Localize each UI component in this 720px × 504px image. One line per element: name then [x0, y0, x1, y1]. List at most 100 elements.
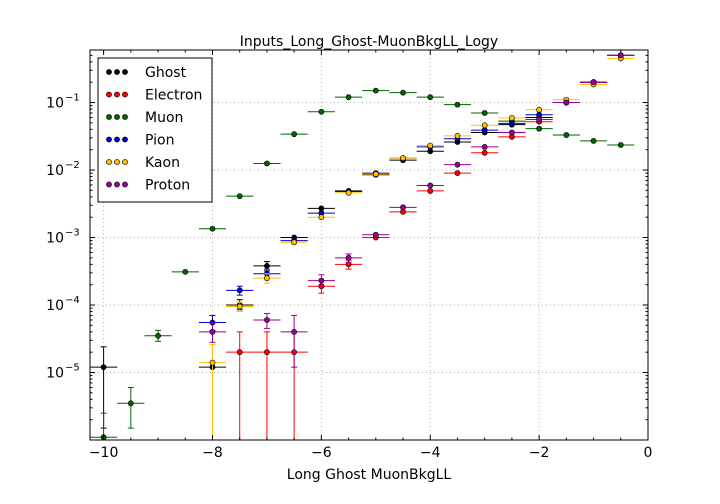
data-point	[264, 160, 270, 167]
data-point	[617, 142, 624, 148]
axis-ticks: −10 −8 −6 −4 −2 010−510−410−310−210−1	[46, 50, 652, 461]
legend-entry-electron: Electron	[106, 88, 202, 104]
series-kaon	[198, 55, 635, 440]
data-point	[427, 182, 434, 189]
y-tick-exponent: −5	[65, 363, 80, 374]
data-point	[345, 189, 352, 196]
data-point	[427, 142, 434, 149]
legend-marker	[122, 181, 128, 188]
y-tick-exponent: −2	[65, 160, 80, 171]
chart-title: Inputs_Long_Ghost-MuonBkgLL_Logy	[240, 34, 498, 50]
y-tick-label: 10	[46, 366, 64, 382]
legend-entry-kaon: Kaon	[106, 155, 180, 171]
x-tick-label: −4	[420, 445, 441, 461]
x-tick-label: −10	[89, 445, 119, 461]
legend: Ghost Electron Muon Pion Kaon Proton	[97, 57, 213, 203]
legend-marker	[122, 114, 128, 120]
data-point	[481, 144, 488, 150]
data-point	[155, 332, 161, 339]
data-point	[100, 364, 107, 371]
data-point	[400, 89, 406, 96]
legend-label: Electron	[145, 88, 202, 104]
data-point	[563, 132, 570, 138]
legend-marker	[122, 159, 128, 165]
data-point	[454, 101, 461, 108]
y-tick-label: 10	[46, 231, 64, 247]
legend-marker	[106, 181, 112, 188]
data-point	[372, 231, 379, 238]
data-point	[563, 99, 570, 106]
data-point	[427, 94, 434, 101]
data-point	[454, 133, 461, 139]
legend-box	[97, 57, 213, 203]
data-point	[318, 277, 325, 284]
data-point	[209, 328, 216, 335]
data-point	[291, 239, 298, 246]
data-point	[372, 87, 379, 94]
data-point	[590, 138, 597, 144]
data-point	[318, 214, 325, 221]
legend-marker	[114, 91, 120, 98]
data-point	[536, 106, 543, 113]
data-point	[536, 111, 543, 118]
data-point	[400, 204, 406, 211]
y-tick-exponent: −3	[65, 228, 80, 239]
data-point	[209, 225, 216, 232]
legend-marker	[114, 181, 120, 188]
legend-marker	[114, 136, 120, 143]
data-point	[372, 171, 379, 177]
data-point	[264, 349, 270, 356]
x-tick-label: 0	[644, 445, 653, 461]
series-muon	[90, 87, 635, 441]
data-point	[481, 149, 488, 156]
data-point	[617, 52, 624, 59]
legend-marker	[114, 159, 120, 165]
legend-label: Proton	[145, 178, 190, 194]
legend-marker	[122, 69, 128, 75]
y-tick-label: 10	[46, 96, 64, 112]
data-point	[236, 349, 243, 356]
legend-marker	[106, 91, 112, 98]
data-point	[291, 328, 298, 335]
legend-label: Ghost	[145, 65, 187, 81]
data-point	[509, 120, 515, 127]
data-point	[236, 303, 243, 310]
data-point	[481, 110, 488, 116]
data-point	[454, 170, 461, 177]
data-point	[481, 127, 488, 134]
y-tick-label: 10	[46, 163, 64, 179]
legend-entry-ghost: Ghost	[106, 65, 187, 81]
data-point	[209, 359, 216, 366]
axes-frame	[89, 49, 649, 441]
series-proton	[198, 52, 635, 368]
data-point	[127, 400, 134, 407]
legend-marker	[114, 114, 120, 120]
y-tick-exponent: −4	[65, 295, 80, 306]
data-point	[427, 188, 434, 194]
data-point	[400, 155, 406, 162]
data-point	[536, 116, 543, 123]
data-point	[236, 193, 243, 200]
data-point	[454, 161, 461, 168]
data-point	[318, 108, 325, 115]
x-tick-label: −6	[311, 445, 332, 461]
legend-marker	[106, 136, 112, 143]
data-point	[345, 94, 352, 101]
data-point	[536, 125, 543, 132]
legend-marker	[114, 69, 120, 75]
legend-marker	[122, 91, 128, 98]
legend-label: Kaon	[145, 155, 180, 171]
data-point	[291, 131, 298, 138]
x-tick-label: −8	[202, 445, 223, 461]
legend-marker	[106, 69, 112, 75]
y-tick-exponent: −1	[65, 93, 80, 104]
data-point	[264, 317, 270, 323]
legend-entry-proton: Proton	[106, 178, 190, 194]
legend-entry-muon: Muon	[106, 110, 183, 126]
data-point	[182, 268, 189, 275]
data-point	[264, 275, 270, 282]
data-point	[509, 129, 515, 136]
data-point	[345, 254, 352, 261]
legend-marker	[106, 114, 112, 120]
